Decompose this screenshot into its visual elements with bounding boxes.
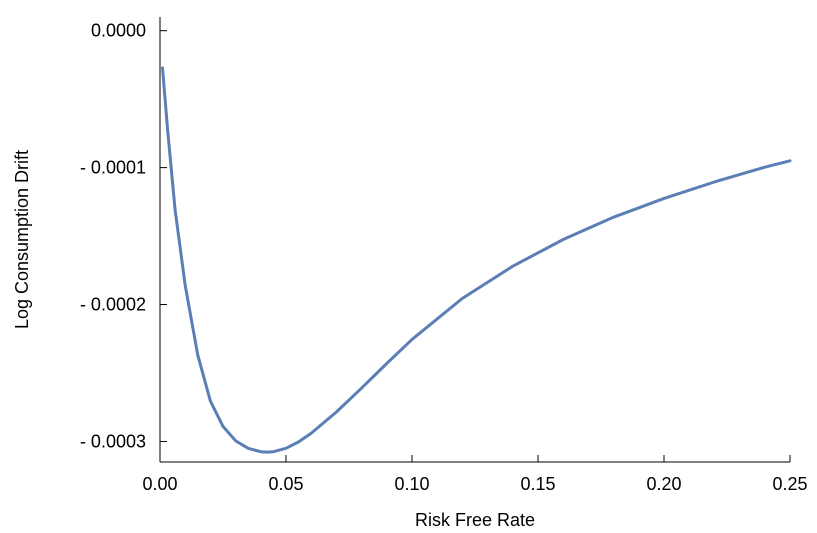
y-axis-ticks: 0.0000 - 0.0001 - 0.0002 - 0.0003: [80, 21, 167, 451]
x-tick-label: 0.20: [646, 474, 681, 494]
y-axis-label: Log Consumption Drift: [12, 150, 32, 329]
x-tick-label: 0.25: [772, 474, 807, 494]
x-tick-label: 0.10: [394, 474, 429, 494]
x-axis-label: Risk Free Rate: [415, 510, 535, 530]
series-layer: [161, 66, 792, 454]
series-line: [161, 66, 792, 454]
axes: [159, 17, 790, 463]
x-tick-label: 0.00: [142, 474, 177, 494]
x-tick-label: 0.05: [268, 474, 303, 494]
x-tick-label: 0.15: [520, 474, 555, 494]
y-tick-label: - 0.0003: [80, 431, 146, 451]
y-tick-label: 0.0000: [91, 21, 146, 41]
y-tick-label: - 0.0001: [80, 158, 146, 178]
x-axis-ticks: 0.00 0.05 0.10 0.15 0.20 0.25: [142, 455, 808, 494]
y-tick-label: - 0.0002: [80, 295, 146, 315]
